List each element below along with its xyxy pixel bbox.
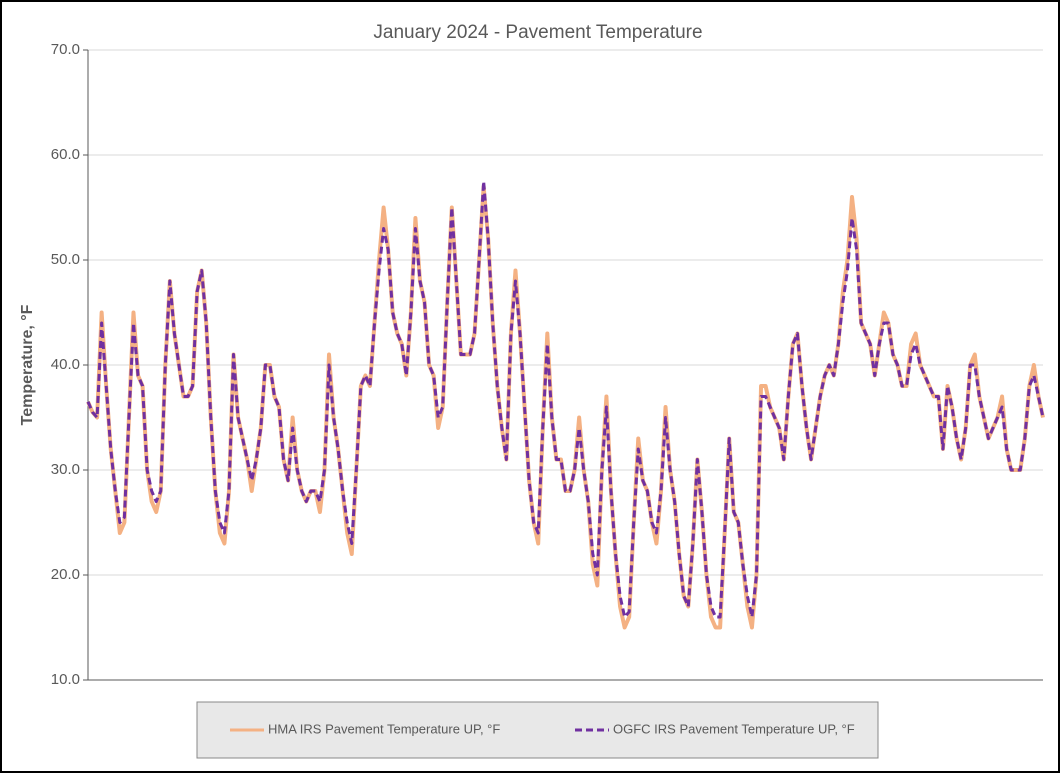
y-tick-label: 20.0 <box>51 566 80 583</box>
legend-box <box>196 701 879 759</box>
series-line <box>86 179 1045 619</box>
y-axis-label: Temperature, °F <box>19 304 36 425</box>
y-tick-label: 30.0 <box>51 461 80 478</box>
y-tick-label: 10.0 <box>51 671 80 688</box>
y-tick-label: 70.0 <box>51 41 80 58</box>
y-tick-label: 40.0 <box>51 356 80 373</box>
legend-label: HMA IRS Pavement Temperature UP, °F <box>268 721 500 736</box>
legend-label: OGFC IRS Pavement Temperature UP, °F <box>613 721 855 736</box>
chart-title: January 2024 - Pavement Temperature <box>373 22 702 43</box>
y-tick-label: 60.0 <box>51 146 80 163</box>
y-tick-label: 50.0 <box>51 251 80 268</box>
